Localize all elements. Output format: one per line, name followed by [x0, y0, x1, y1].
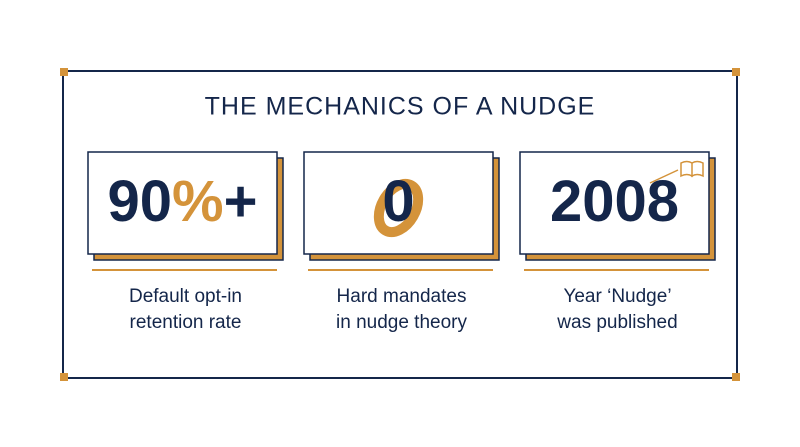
title: THE MECHANICS OF A NUDGE: [205, 93, 596, 121]
stat-value: 0: [382, 169, 414, 234]
stat-value: 90%+: [108, 169, 258, 234]
card: [519, 151, 710, 255]
stat-label: was published: [556, 312, 677, 333]
stat-card: 90%+ Default opt-in retention rate: [87, 151, 284, 333]
stat-number: 0: [382, 169, 414, 234]
stat-label: Hard mandates: [337, 286, 467, 307]
accent-zero: [373, 178, 424, 238]
stat-number: 90: [108, 169, 173, 234]
stat-label: Year ‘Nudge’: [563, 286, 671, 307]
frame: [62, 70, 738, 379]
stat-unit: %: [172, 169, 224, 234]
book-icon: [649, 160, 704, 184]
stat-card: 0 Hard mandates in nudge theory: [303, 151, 500, 333]
frame-corners: [60, 68, 740, 381]
stat-label: Default opt-in: [129, 286, 242, 307]
card: [303, 151, 494, 255]
stat-label: in nudge theory: [336, 312, 467, 333]
card: [87, 151, 278, 255]
stat-suffix: +: [224, 169, 258, 234]
stat-label: retention rate: [130, 312, 242, 333]
